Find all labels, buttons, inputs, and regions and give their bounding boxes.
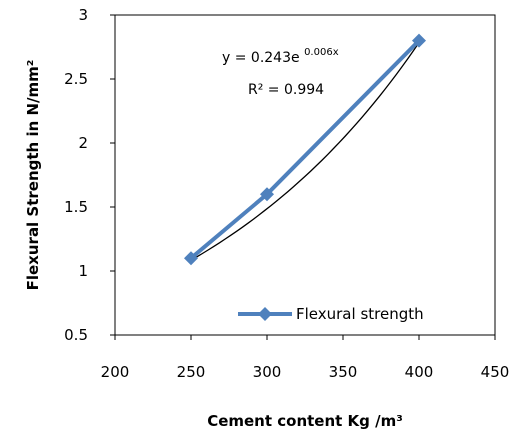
x-tick-label: 350 (329, 363, 358, 381)
data-point (260, 187, 274, 202)
y-tick-label: 0.5 (64, 326, 88, 344)
x-tick-label: 250 (177, 363, 206, 381)
x-tick-label: 400 (405, 363, 434, 381)
data-points (184, 33, 426, 266)
x-axis-ticks: 200 250 300 350 400 450 (101, 335, 510, 381)
trendline (190, 42, 420, 261)
legend-label: Flexural strength (296, 305, 424, 323)
y-tick-label: 3 (78, 6, 88, 24)
equation-exponent: 0.006x (304, 47, 339, 58)
legend-marker (258, 307, 272, 321)
y-tick-label: 2.5 (64, 70, 88, 88)
series-line (189, 39, 421, 260)
y-axis-title: Flexural Strength in N/mm² (24, 60, 42, 291)
plot-area (114, 14, 496, 336)
y-tick-label: 2 (78, 134, 88, 152)
x-tick-label: 300 (253, 363, 282, 381)
data-point (184, 251, 198, 266)
r-squared-label: R² = 0.994 (248, 82, 324, 98)
data-point (412, 33, 426, 48)
x-tick-label: 450 (481, 363, 510, 381)
y-axis-ticks: 0.5 1 1.5 2 2.5 3 (64, 6, 115, 344)
legend: Flexural strength (238, 305, 424, 323)
x-tick-label: 200 (101, 363, 130, 381)
trendline-equation: y = 0.243e 0.006x (222, 47, 339, 66)
equation-text: y = 0.243e (222, 50, 300, 66)
x-axis-title: Cement content Kg /m³ (207, 412, 403, 430)
y-tick-label: 1 (78, 262, 88, 280)
y-tick-label: 1.5 (64, 198, 88, 216)
